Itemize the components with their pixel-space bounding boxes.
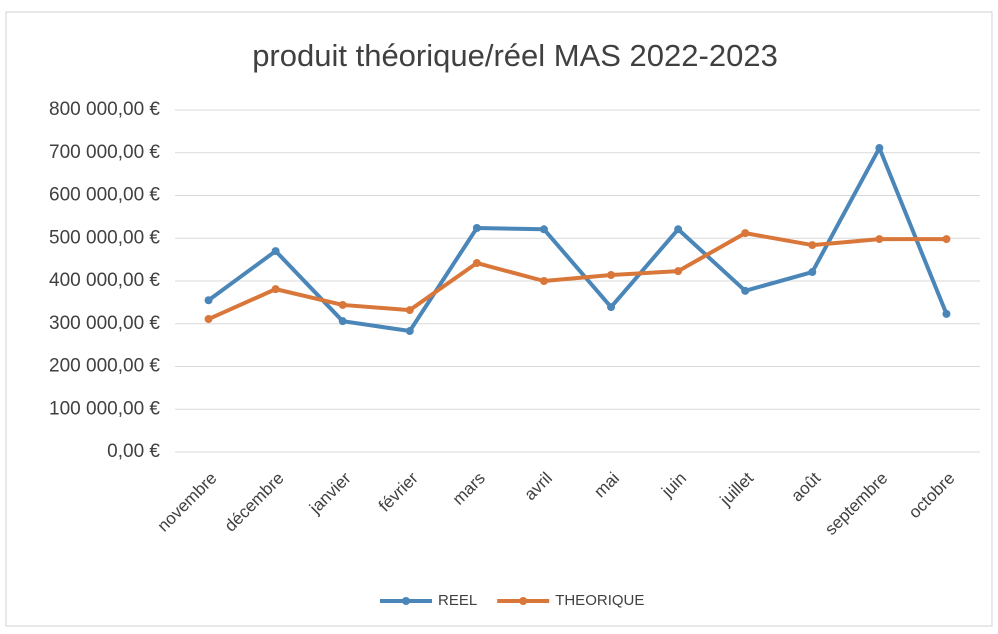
- data-point: [405, 327, 414, 336]
- y-tick-label: 500 000,00 €: [49, 227, 160, 248]
- data-point: [539, 225, 548, 234]
- y-tick-label: 0,00 €: [107, 441, 160, 462]
- data-point: [204, 315, 213, 324]
- data-point: [204, 296, 213, 305]
- y-tick-label: 600 000,00 €: [49, 185, 160, 206]
- chart-border: [5, 11, 993, 627]
- y-tick-label: 800 000,00 €: [49, 99, 160, 120]
- data-point: [472, 259, 481, 268]
- data-point: [607, 303, 616, 312]
- data-point: [405, 306, 414, 315]
- data-point: [338, 300, 347, 309]
- data-point: [539, 277, 548, 285]
- legend-label: THEORIQUE: [555, 592, 644, 609]
- y-tick-label: 400 000,00 €: [49, 270, 160, 291]
- data-point: [338, 317, 347, 326]
- series-line: [207, 146, 949, 334]
- series-line: [207, 231, 947, 321]
- data-point: [942, 309, 951, 318]
- data-point: [741, 286, 750, 295]
- data-point: [875, 235, 884, 244]
- data-point: [607, 271, 616, 280]
- y-tick-label: 200 000,00 €: [49, 356, 160, 377]
- legend-marker: [519, 597, 528, 605]
- chart-title: produit théorique/réel MAS 2022-2023: [252, 38, 778, 73]
- data-point: [808, 241, 817, 250]
- data-point: [472, 223, 481, 232]
- data-point: [674, 225, 683, 234]
- y-tick-label: 300 000,00 €: [49, 313, 160, 334]
- data-point: [674, 267, 683, 276]
- data-point: [271, 247, 280, 256]
- data-point: [741, 229, 750, 238]
- legend-label: REEL: [438, 592, 477, 609]
- y-tick-label: 100 000,00 €: [49, 398, 160, 419]
- legend-marker: [402, 597, 410, 605]
- data-point: [942, 235, 951, 244]
- data-point: [875, 144, 884, 153]
- y-tick-label: 700 000,00 €: [49, 142, 160, 163]
- data-point: [808, 268, 817, 277]
- data-point: [271, 285, 280, 294]
